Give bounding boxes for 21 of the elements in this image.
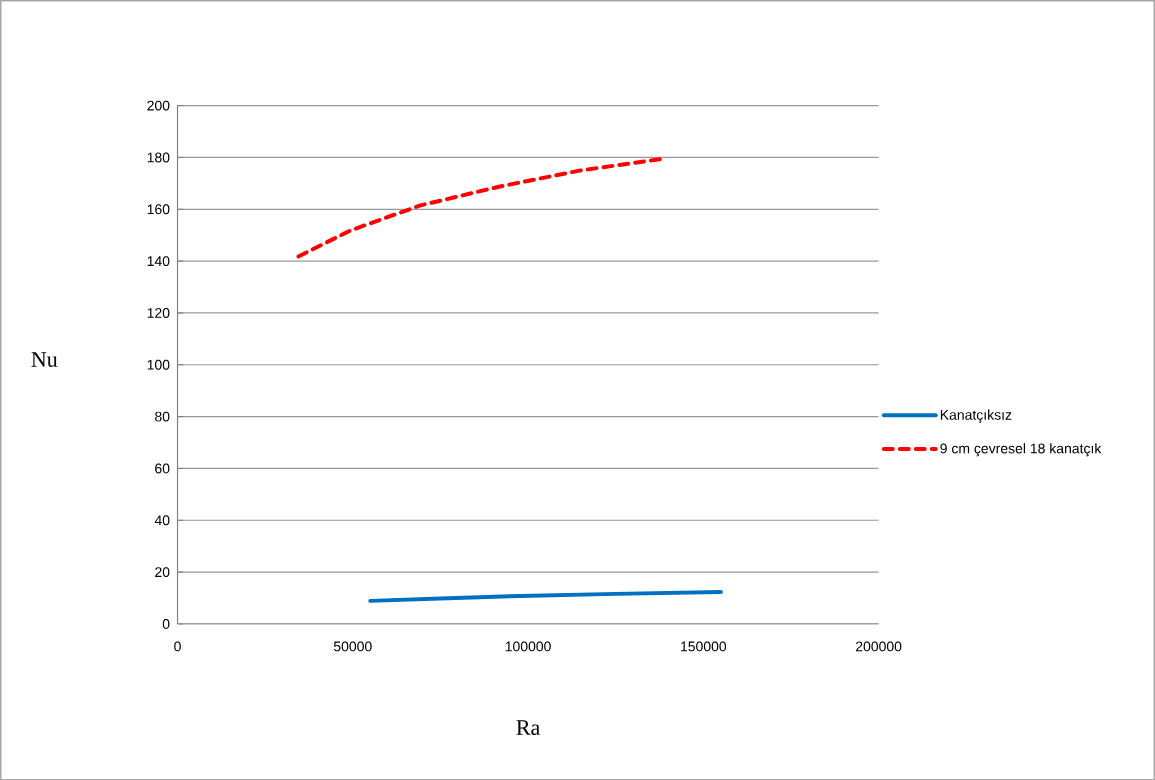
y-axis-title: Nu xyxy=(31,352,58,367)
y-tick-label: 180 xyxy=(147,152,170,163)
y-tick-label: 120 xyxy=(147,307,170,318)
legend-label: 9 cm çevresel 18 kanatçık xyxy=(940,442,1102,456)
y-tick-label: 200 xyxy=(147,100,170,111)
y-tick-label: 140 xyxy=(147,255,170,266)
y-tick-label: 160 xyxy=(147,204,170,214)
y-tick-label: 60 xyxy=(155,463,170,474)
x-axis-title: Ra xyxy=(516,720,540,735)
x-tick-label: 0 xyxy=(174,641,181,652)
y-tick-label: 0 xyxy=(162,618,170,629)
legend-label: Kanatçıksız xyxy=(940,409,1012,423)
x-tick-label: 100000 xyxy=(505,641,551,652)
line-series xyxy=(368,589,723,603)
x-tick-label: 200000 xyxy=(855,641,902,652)
x-tick-label: 50000 xyxy=(333,641,372,652)
y-tick-label: 100 xyxy=(147,359,170,370)
y-tick-label: 20 xyxy=(155,566,170,577)
y-tick-label: 80 xyxy=(155,411,170,422)
y-tick-label: 40 xyxy=(154,515,170,525)
x-tick-label: 150000 xyxy=(681,641,727,652)
